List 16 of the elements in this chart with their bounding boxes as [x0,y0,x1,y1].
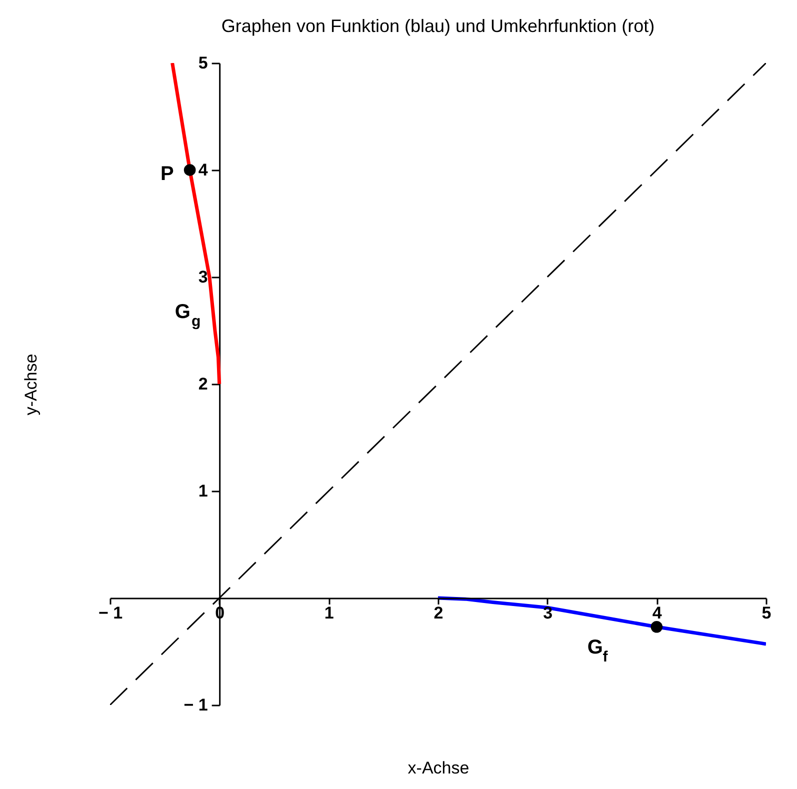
y-tick-label: 1 [198,482,208,500]
y-tick-label: 3 [198,268,208,286]
x-tick-label: 1 [324,604,334,622]
y-tick-label: 4 [198,160,208,180]
y-axis-title: y-Achse [22,354,40,416]
y-tick-label: − 1 [184,696,208,714]
x-tick-label: 5 [762,604,772,622]
x-axis-title: x-Achse [408,758,470,778]
x-tick-label: 4 [652,604,662,622]
x-tick-label: 3 [543,604,553,622]
y-tick-label: 5 [198,54,208,72]
annotation: P [160,163,174,185]
x-tick-label: − 1 [98,604,123,622]
chart-title: Graphen von Funktion (blau) und Umkehrfunktion (rot) [221,16,655,36]
y-tick-label: 2 [198,374,208,394]
x-tick-label: 2 [434,604,444,622]
